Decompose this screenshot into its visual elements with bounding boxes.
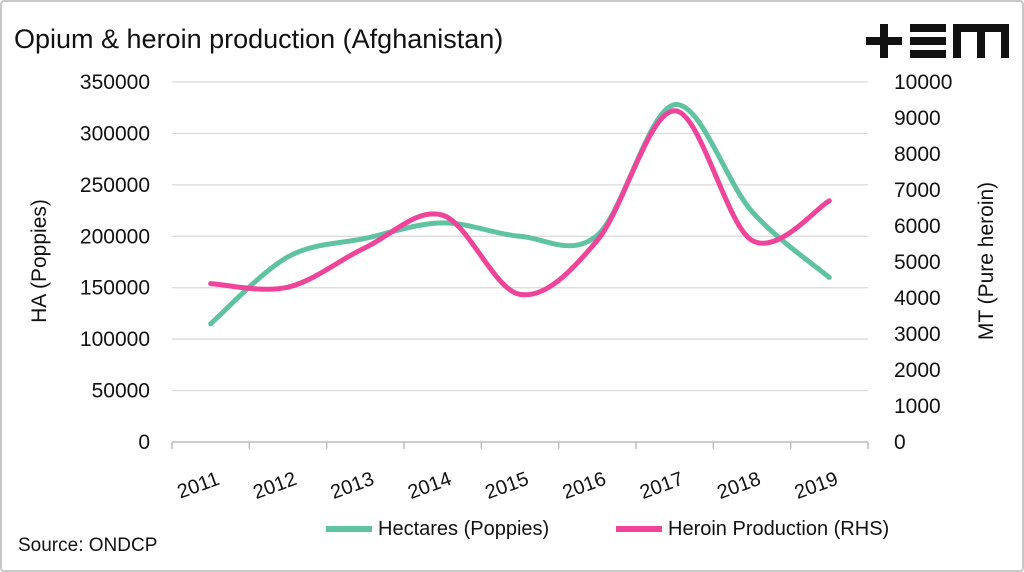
series-line-heroin-production-rhs	[208, 108, 832, 298]
right-tick-label: 8000	[894, 143, 941, 166]
legend-label: Hectares (Poppies)	[378, 518, 549, 540]
x-axis-ticks: 2011 2012 2013 2014 2015 2016 2017 2018 2019	[174, 468, 841, 504]
right-tick-label: 10000	[894, 71, 952, 94]
left-axis-label: HA (Poppies)	[28, 199, 51, 323]
source-note: Source: ONDCP	[18, 535, 157, 556]
right-axis-label: MT (Pure heroin)	[975, 182, 998, 340]
left-tick-label: 350000	[80, 71, 150, 94]
left-axis-ticks: 0 50000 100000 150000 200000 250000 300000 3500…	[80, 71, 150, 454]
x-tick-label: 2012	[250, 468, 299, 504]
left-tick-label: 50000	[92, 380, 150, 403]
brand-logo	[866, 24, 1009, 58]
right-tick-label: 2000	[894, 359, 941, 382]
chart-title: Opium & heroin production (Afghanistan)	[14, 24, 503, 54]
x-tick-label: 2016	[560, 468, 609, 504]
series-layer	[208, 102, 832, 327]
x-tick-label: 2013	[328, 468, 377, 504]
left-tick-label: 300000	[80, 122, 150, 145]
right-tick-label: 7000	[894, 179, 941, 202]
right-tick-label: 6000	[894, 215, 941, 238]
left-tick-label: 250000	[80, 174, 150, 197]
x-tick-label: 2011	[174, 468, 222, 503]
x-tick-label: 2014	[405, 468, 454, 504]
x-tick-label: 2017	[637, 468, 686, 504]
left-tick-label: 100000	[80, 328, 150, 351]
legend-label: Heroin Production (RHS)	[668, 518, 889, 540]
left-tick-label: 0	[138, 431, 150, 454]
right-tick-label: 1000	[894, 395, 941, 418]
right-tick-label: 9000	[894, 107, 941, 130]
right-tick-label: 4000	[894, 287, 941, 310]
legend: Hectares (Poppies) Heroin Production (RHS…	[326, 518, 889, 540]
x-tick-label: 2019	[792, 468, 841, 504]
right-axis-ticks: 0 1000 2000 3000 4000 5000 6000 7000 8000 9000 100…	[894, 71, 952, 454]
left-tick-label: 200000	[80, 225, 150, 248]
left-tick-label: 150000	[80, 277, 150, 300]
right-tick-label: 0	[894, 431, 906, 454]
x-tick-label: 2015	[482, 468, 531, 504]
series-line-hectares-poppies	[208, 102, 832, 327]
x-tick-label: 2018	[714, 468, 763, 504]
right-tick-label: 3000	[894, 323, 941, 346]
right-tick-label: 5000	[894, 251, 941, 274]
